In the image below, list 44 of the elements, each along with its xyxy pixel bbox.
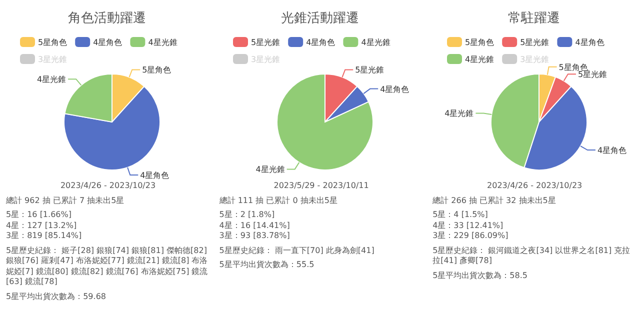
slice-label: 4星光錐	[256, 165, 286, 174]
text: 4星：33 [12.41%]	[432, 220, 504, 231]
text: 2023/5/29 - 2023/10/11	[272, 181, 370, 192]
text: 5星平均出貨次數為：59.68	[6, 292, 107, 302]
slice-label: 4星角色	[597, 146, 626, 156]
text: 5星歷史紀錄： 雨一直下[70] 此身為劍[41]	[219, 246, 376, 256]
text: 5星平均出貨次數為：58.5	[432, 270, 528, 281]
text: 5星：4 [1.5%]	[432, 210, 489, 220]
text: 2023/4/26 - 2023/10/23	[486, 181, 584, 192]
legend-label: 4星角色	[93, 38, 122, 47]
slice-label: 4星光錐	[36, 75, 66, 84]
text: 總計 111 抽 已累計 0 抽未出5星	[219, 196, 338, 206]
legend-label: 5星光錐	[251, 38, 280, 47]
chart-title: 角色活動躍遷	[68, 11, 146, 26]
text: 總計 266 抽 已累計 32 抽未出5星	[432, 196, 557, 206]
text: 5星歷史紀錄： 姬子[28] 銀狼[74] 銀狼[81] 傑帕德[82] 銀狼[76] 羅剎[47] 布洛妮婭[77] 鏡流[21] 鏡流[8] 布洛妮婭[7] 鏡流[80] 鏡流[82] 鏡流[76] 布洛妮婭[75] 鏡流[63] 鏡流[78]	[6, 246, 209, 288]
text: 5星：2 [1.8%]	[219, 210, 276, 220]
text: 3星：819 [85.14%]	[6, 231, 83, 242]
chart-title: 光錐活動躍遷	[281, 11, 360, 26]
text: 3星：93 [83.78%]	[219, 231, 291, 242]
slice-label: 4星角色	[380, 84, 410, 94]
slice-label: 4星角色	[140, 170, 170, 180]
text: 5星：16 [1.66%]	[6, 210, 72, 220]
legend-label: 5星角色	[38, 38, 68, 47]
text: 總計 962 抽 已累計 7 抽未出5星	[6, 196, 126, 206]
legend-label: 4星角色	[574, 38, 604, 47]
legend-label: 5星角色	[464, 38, 494, 47]
slice-label: 5星角色	[142, 66, 172, 75]
text: 4星：127 [13.2%]	[6, 220, 78, 231]
text: 5星平均出貨次數為：55.5	[219, 260, 316, 270]
legend-label: 4星光錐	[361, 38, 391, 47]
slice-label: 5星光錐	[578, 70, 607, 80]
text: 5星歷史紀錄： 銀河鐵道之夜[34] 以世界之名[81] 克拉拉[41] 彥卿[78]	[432, 246, 632, 266]
text: 3星：229 [86.09%]	[432, 231, 510, 242]
slice-label: 5星光錐	[355, 66, 385, 75]
legend-label: 4星光錐	[148, 38, 178, 47]
legend-label: 4星光錐	[464, 55, 494, 64]
text: 2023/4/26 - 2023/10/23	[59, 181, 157, 192]
chart-title: 常駐躍遷	[508, 11, 560, 26]
legend-label: 4星角色	[306, 38, 336, 47]
slice-label: 4星光錐	[444, 109, 474, 118]
text: 4星：16 [14.41%]	[219, 220, 291, 231]
legend-label: 5星光錐	[520, 38, 549, 47]
slice-label: 5星角色	[558, 62, 588, 72]
